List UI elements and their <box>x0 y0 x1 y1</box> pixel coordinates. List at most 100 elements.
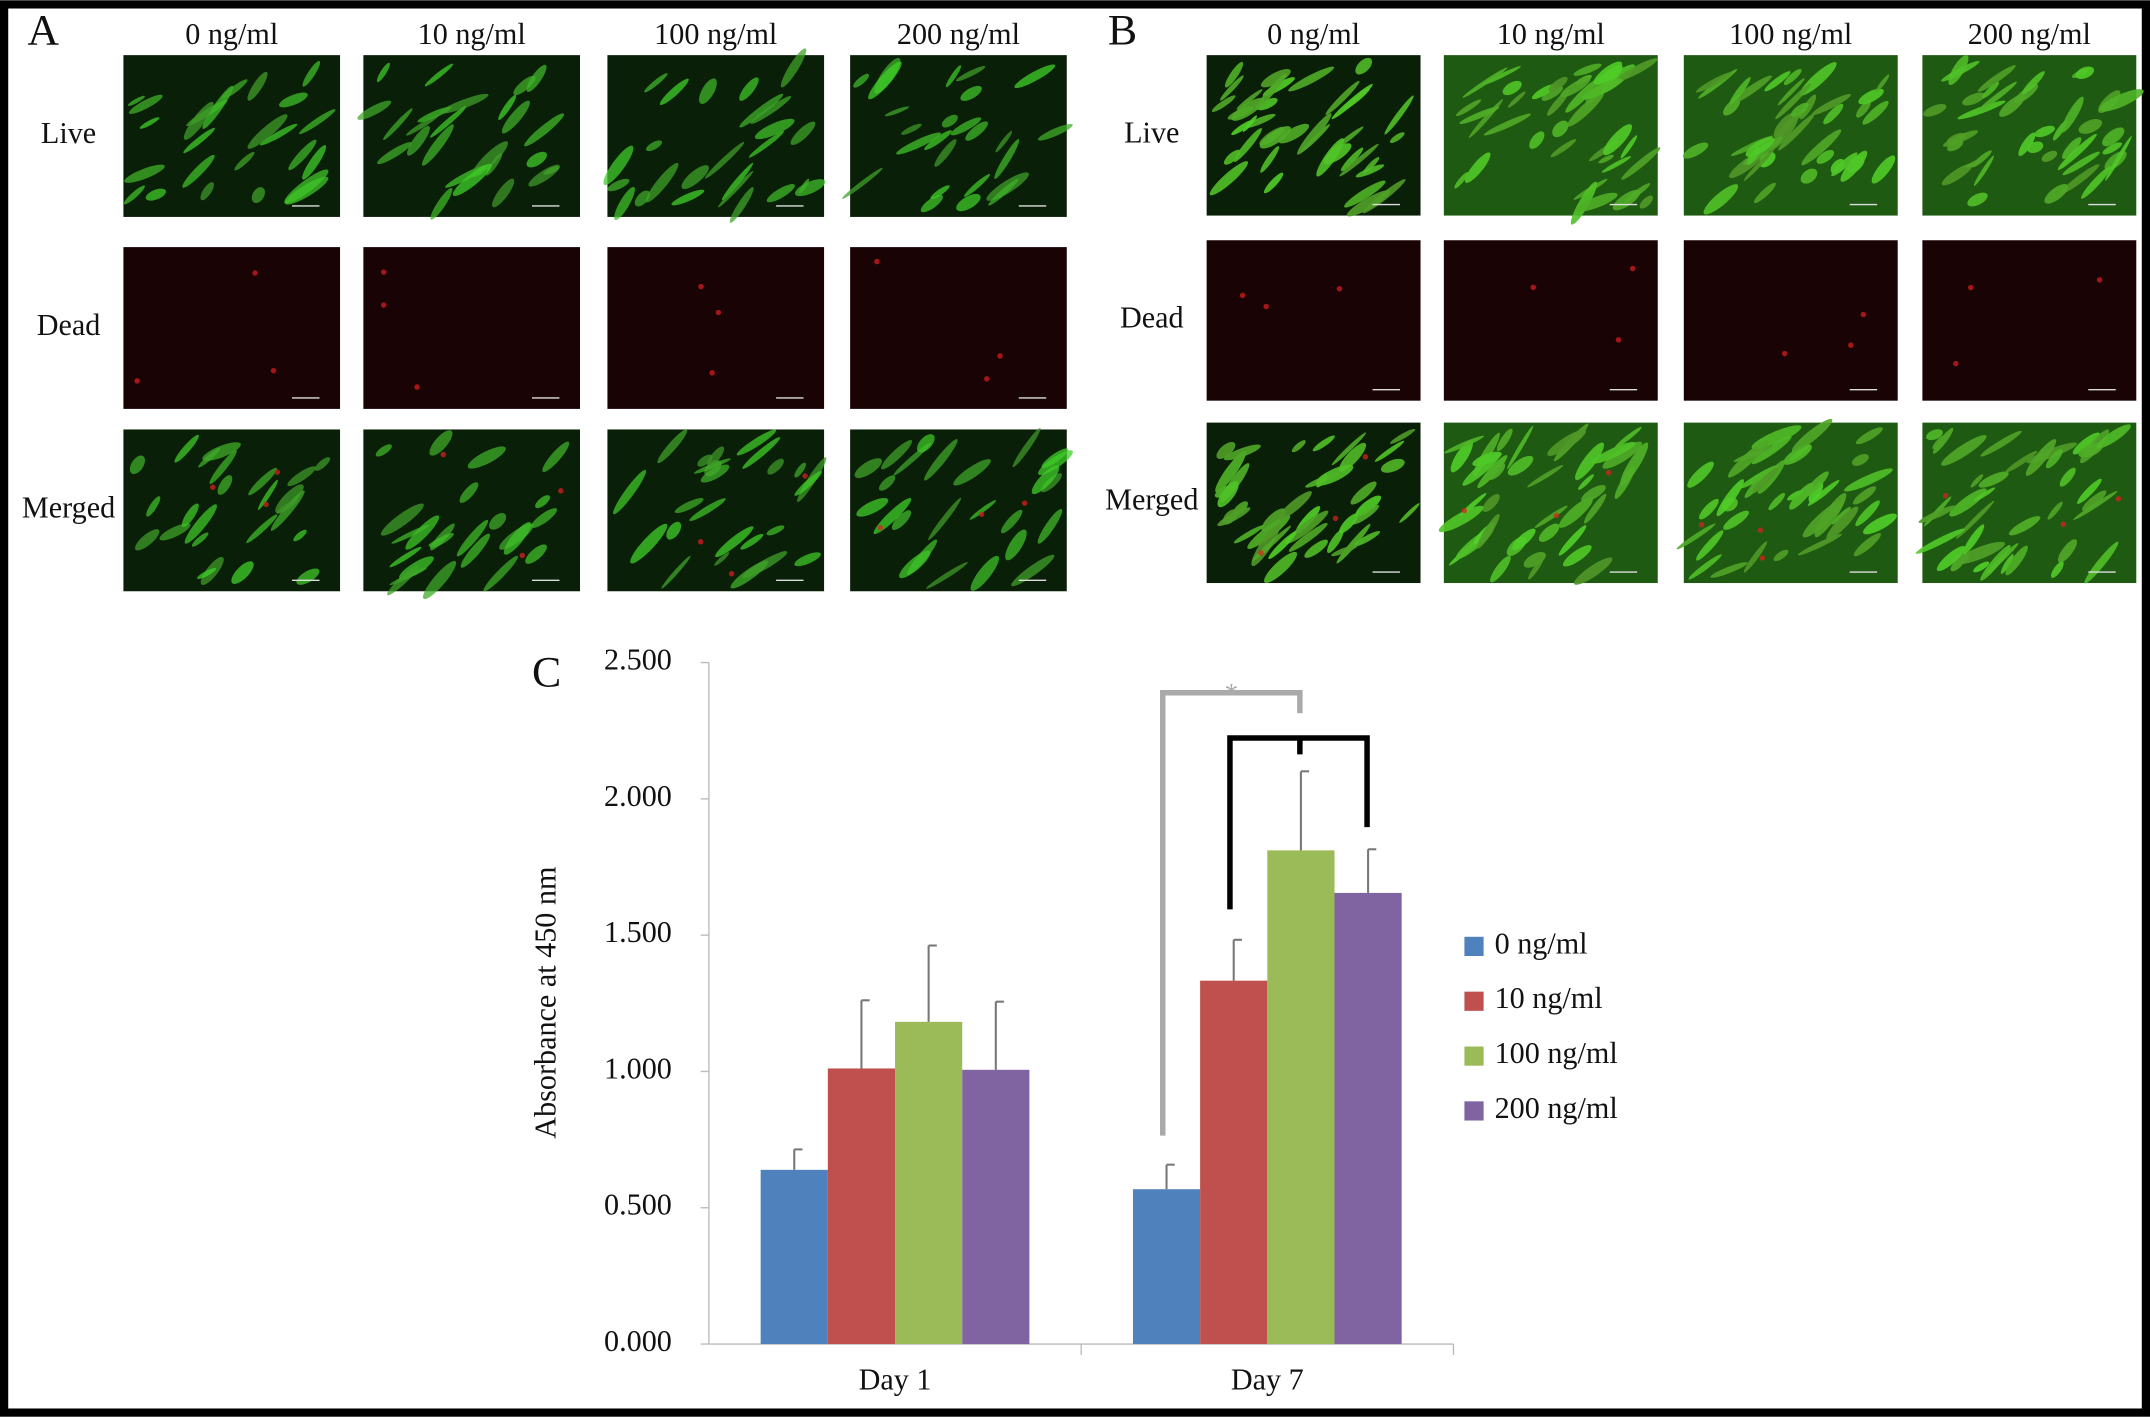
cell <box>842 167 883 199</box>
cell <box>1278 123 1310 144</box>
cell <box>1399 503 1420 523</box>
cell <box>1978 471 2009 488</box>
dead-cell <box>1605 469 1612 476</box>
cell <box>1816 150 1835 164</box>
cell <box>1858 88 1884 105</box>
cell <box>853 73 870 88</box>
cell <box>907 539 938 576</box>
cell <box>613 469 647 515</box>
cell <box>1001 509 1023 534</box>
cell <box>896 132 942 155</box>
micrograph-bg <box>607 247 825 409</box>
bar <box>962 1069 1030 1345</box>
micrograph <box>1443 240 1658 401</box>
cell <box>1560 77 1591 98</box>
micrograph <box>357 55 581 220</box>
cell <box>302 60 321 87</box>
dead-cell <box>1263 303 1269 310</box>
cell <box>1932 427 1954 454</box>
cell <box>955 65 986 82</box>
cell <box>1826 506 1859 540</box>
cell <box>1733 446 1774 462</box>
cell <box>2057 539 2078 563</box>
panel-label: C <box>532 648 561 696</box>
cell <box>2050 561 2064 578</box>
cell <box>714 552 730 566</box>
cell <box>221 79 248 100</box>
cell <box>2005 450 2038 473</box>
cell <box>1602 441 1643 469</box>
cell <box>543 166 560 175</box>
cell <box>439 93 489 114</box>
cell <box>1614 465 1636 500</box>
dead-cell <box>874 258 880 265</box>
cell <box>2061 96 2084 133</box>
cell <box>1340 147 1364 172</box>
cell <box>287 466 316 487</box>
cell <box>1567 92 1604 127</box>
cell <box>1464 152 1491 183</box>
panel-label: B <box>1108 7 1137 55</box>
cell <box>1268 531 1297 560</box>
cell <box>1346 190 1391 217</box>
cell <box>965 121 988 141</box>
cell <box>2034 125 2055 138</box>
cell <box>901 123 922 135</box>
dead-cell <box>558 488 564 494</box>
cell <box>1941 163 1973 186</box>
cell <box>736 429 777 456</box>
cell <box>1581 78 1623 100</box>
legend-label: 10 ng/ml <box>1495 981 1603 1015</box>
cell <box>721 162 754 201</box>
cell <box>2072 432 2100 455</box>
cell <box>1261 508 1286 532</box>
cell <box>1743 541 1768 573</box>
cell <box>1847 155 1865 173</box>
cell <box>1389 132 1405 143</box>
cell <box>1801 129 1842 166</box>
y-tick-label: 2.500 <box>604 642 672 676</box>
cell <box>739 77 759 101</box>
cell <box>501 100 530 134</box>
cell <box>1444 435 1484 454</box>
dead-cell <box>270 367 277 374</box>
cell <box>739 93 784 128</box>
cell <box>174 434 199 463</box>
cell <box>1527 464 1564 488</box>
cell <box>1264 551 1298 583</box>
micrograph <box>363 429 581 600</box>
cell <box>526 64 547 93</box>
cell <box>1581 485 1606 502</box>
y-tick-label: 2.000 <box>604 779 672 813</box>
micrograph <box>1206 240 1421 401</box>
cell <box>284 169 329 204</box>
bar <box>895 1021 963 1345</box>
bar <box>1200 980 1268 1345</box>
cell <box>492 178 515 208</box>
cell <box>1573 63 1602 76</box>
dead-cell <box>1258 550 1264 556</box>
dead-cell <box>978 511 985 518</box>
cell <box>1723 510 1749 530</box>
cell <box>1855 500 1880 527</box>
cell <box>2082 490 2107 511</box>
cell <box>430 187 453 220</box>
dead-cell <box>1336 286 1343 292</box>
dead-cell <box>380 302 387 308</box>
cell <box>288 139 317 171</box>
cell <box>1462 67 1508 98</box>
cell <box>1797 533 1843 556</box>
cell <box>1455 99 1482 117</box>
micrograph <box>1443 55 1661 225</box>
cell <box>2105 135 2132 181</box>
micrograph-bg <box>363 247 581 409</box>
micrographs <box>123 48 2144 600</box>
legend-swatch <box>1464 1046 1484 1066</box>
cell <box>916 434 935 453</box>
cell <box>1217 481 1239 508</box>
cell <box>524 113 565 147</box>
cell <box>257 479 278 510</box>
dead-cell <box>1615 337 1622 343</box>
cell <box>183 101 214 140</box>
